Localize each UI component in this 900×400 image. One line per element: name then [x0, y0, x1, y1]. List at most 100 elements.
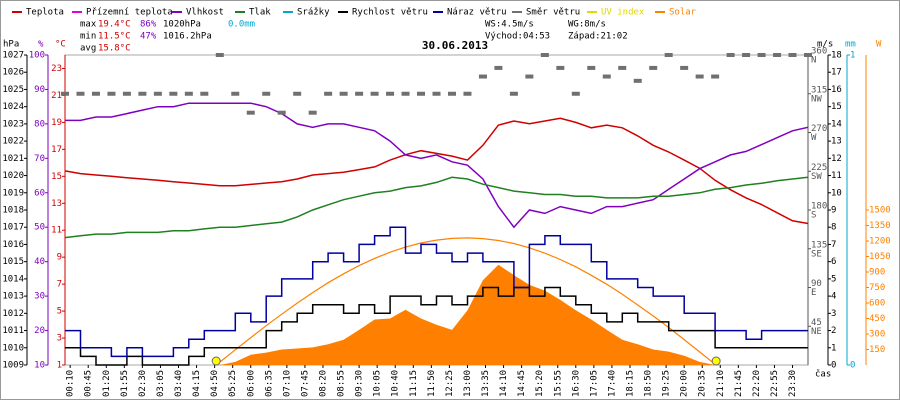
- tick-label: NE: [811, 327, 822, 337]
- direction-point: [509, 91, 518, 96]
- tick-label: 1011: [2, 326, 24, 336]
- x-tick-label: 22:20: [752, 370, 762, 397]
- x-tick-label: 04:50: [210, 370, 220, 397]
- tick-label: 60: [34, 188, 45, 198]
- tick-label: 6: [831, 257, 836, 267]
- stats-humidity: 47%: [140, 32, 157, 42]
- tick-label: 1015: [2, 257, 24, 267]
- tick-label: 1350: [869, 221, 891, 231]
- x-tick-label: 14:10: [499, 370, 509, 397]
- tick-label: E: [811, 288, 816, 298]
- direction-point: [215, 53, 224, 57]
- stats-pressure: 1016.2hPa: [163, 32, 212, 42]
- x-tick-label: 11:50: [427, 370, 437, 397]
- direction-point: [308, 110, 317, 115]
- tick-label: SW: [811, 172, 822, 182]
- x-tick-label: 01:55: [120, 370, 130, 397]
- direction-point: [76, 91, 85, 96]
- x-tick-label: 07:45: [300, 370, 310, 397]
- stats-label: max: [80, 20, 97, 30]
- direction-point: [757, 53, 766, 57]
- sun-set-label: Západ:: [568, 32, 601, 42]
- x-tick-label: 20:00: [680, 370, 690, 397]
- x-axis-label: čas: [815, 369, 831, 380]
- tick-label: 13: [831, 137, 842, 147]
- tick-label: 16: [831, 85, 842, 95]
- tick-label: 21: [51, 91, 62, 101]
- tick-label: 1: [57, 361, 62, 371]
- legend-label: Teplota: [26, 8, 64, 18]
- series-step-line: [65, 226, 808, 358]
- stats-label: min: [80, 32, 96, 42]
- direction-point: [339, 91, 348, 96]
- direction-point: [153, 91, 162, 96]
- direction-point: [61, 91, 69, 96]
- tick-label: 750: [869, 283, 885, 293]
- legend-label: UV index: [601, 8, 645, 18]
- x-tick-label: 12:25: [445, 370, 455, 397]
- legend-label: Náraz větru: [447, 8, 507, 18]
- series-line: [64, 117, 809, 225]
- x-tick-label: 08:55: [337, 370, 347, 397]
- tick-label: 70: [34, 154, 45, 164]
- tick-label: 2: [831, 326, 836, 336]
- tick-label: 1023: [2, 119, 24, 129]
- sun-rise-label: Východ:: [485, 32, 523, 42]
- tick-label: 1010: [2, 343, 24, 353]
- wind-gust-info: WG:8m/s: [568, 20, 606, 30]
- x-tick-label: 19:25: [662, 370, 672, 397]
- tick-label: 1024: [2, 102, 24, 112]
- x-tick-label: 18:15: [625, 370, 635, 397]
- tick-label: 9: [831, 206, 836, 216]
- tick-label: 3: [57, 334, 62, 344]
- tick-label: 1018: [2, 206, 24, 216]
- x-tick-label: 17:40: [607, 370, 617, 397]
- direction-point: [432, 91, 441, 96]
- tick-label: 14: [831, 119, 842, 129]
- stats-label: avg: [80, 44, 96, 54]
- x-tick-label: 03:40: [174, 370, 184, 397]
- tick-label: 1: [831, 343, 836, 353]
- tick-label: 1500: [869, 206, 891, 216]
- tick-label: 1027: [2, 51, 24, 61]
- direction-point: [664, 53, 673, 57]
- x-tick-label: 20:35: [698, 370, 708, 397]
- direction-point: [633, 78, 642, 83]
- x-tick-label: 16:30: [571, 370, 581, 397]
- tick-label: 40: [34, 257, 45, 267]
- series-line: [64, 176, 809, 239]
- direction-point: [122, 91, 131, 96]
- axis-title: °C: [55, 40, 66, 50]
- direction-point: [417, 91, 426, 96]
- tick-label: 19: [51, 118, 62, 128]
- legend-label: Přízemní teplota: [86, 8, 173, 18]
- direction-point: [478, 74, 487, 79]
- sun-set-time: 21:02: [601, 32, 628, 42]
- tick-label: 0: [850, 361, 855, 371]
- tick-label: 3: [831, 309, 836, 319]
- axis-title: hPa: [3, 40, 19, 50]
- x-tick-label: 08:20: [318, 370, 328, 397]
- x-tick-label: 07:10: [282, 370, 292, 397]
- direction-point: [277, 110, 286, 115]
- chart-title: 30.06.2013: [422, 39, 488, 52]
- direction-point: [587, 65, 596, 70]
- tick-label: 23: [51, 64, 62, 74]
- x-tick-label: 00:10: [66, 370, 76, 397]
- direction-point: [401, 91, 410, 96]
- x-tick-label: 09:30: [355, 370, 365, 397]
- tick-label: 600: [869, 299, 885, 309]
- legend-label: Rychlost větru: [352, 8, 428, 18]
- stats-temperature: 11.5°C: [98, 32, 131, 42]
- x-tick-label: 23:30: [788, 370, 798, 397]
- tick-label: 1200: [869, 237, 891, 247]
- tick-label: 1020: [2, 171, 24, 181]
- direction-point: [602, 74, 611, 79]
- tick-label: 450: [869, 314, 885, 324]
- tick-label: 1016: [2, 240, 24, 250]
- tick-label: 10: [34, 361, 45, 371]
- direction-point: [804, 53, 812, 57]
- tick-label: 80: [34, 119, 45, 129]
- tick-value: 315: [811, 85, 827, 95]
- sun-set-marker: [711, 356, 721, 366]
